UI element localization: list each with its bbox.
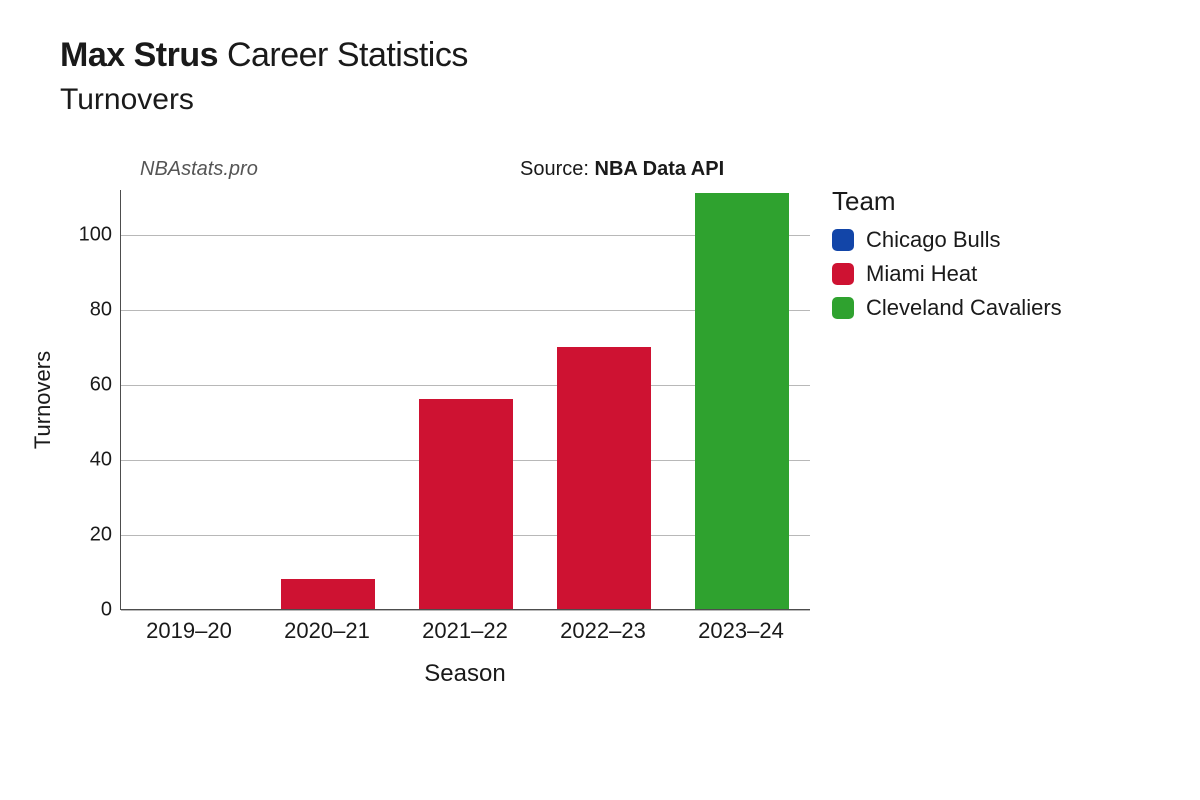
- y-tick-label: 80: [62, 299, 112, 322]
- gridline: [121, 610, 810, 611]
- chart-title: Max Strus Career Statistics: [60, 36, 468, 75]
- x-tick-label: 2019–20: [146, 618, 232, 644]
- legend-swatch: [832, 263, 854, 285]
- chart-subtitle: Turnovers: [60, 83, 468, 117]
- y-tick-label: 40: [62, 449, 112, 472]
- x-tick-label: 2021–22: [422, 618, 508, 644]
- legend-swatch: [832, 297, 854, 319]
- title-suffix: Career Statistics: [227, 36, 468, 74]
- legend-item: Miami Heat: [832, 261, 1062, 287]
- x-axis-labels: 2019–20 2020–21 2021–22 2022–23 2023–24: [120, 618, 810, 648]
- legend-swatch: [832, 229, 854, 251]
- y-axis-title-text: Turnovers: [30, 351, 56, 449]
- bar: [695, 193, 789, 609]
- y-tick-label: 100: [62, 224, 112, 247]
- x-tick-label: 2020–21: [284, 618, 370, 644]
- bar: [557, 347, 651, 610]
- x-tick-label: 2023–24: [698, 618, 784, 644]
- legend-title: Team: [832, 186, 1062, 217]
- y-tick-label: 60: [62, 374, 112, 397]
- x-tick-label: 2022–23: [560, 618, 646, 644]
- y-tick-label: 20: [62, 524, 112, 547]
- watermark: NBAstats.pro: [140, 158, 258, 181]
- chart-page: Max Strus Career Statistics Turnovers NB…: [0, 0, 1200, 800]
- legend-item: Cleveland Cavaliers: [832, 295, 1062, 321]
- y-axis-title: Turnovers: [28, 190, 58, 610]
- source-prefix: Source:: [520, 158, 589, 180]
- y-tick-label: 0: [62, 599, 112, 622]
- title-block: Max Strus Career Statistics Turnovers: [60, 36, 468, 117]
- bar-chart: [120, 190, 810, 610]
- x-axis-title: Season: [120, 660, 810, 688]
- legend: Team Chicago Bulls Miami Heat Cleveland Ca…: [832, 186, 1062, 329]
- source-name: NBA Data API: [595, 158, 725, 180]
- legend-label: Miami Heat: [866, 261, 977, 287]
- bar: [419, 399, 513, 609]
- legend-item: Chicago Bulls: [832, 227, 1062, 253]
- legend-label: Chicago Bulls: [866, 227, 1001, 253]
- player-name: Max Strus: [60, 36, 218, 74]
- source-attribution: Source: NBA Data API: [520, 158, 724, 181]
- legend-label: Cleveland Cavaliers: [866, 295, 1062, 321]
- bar: [281, 579, 375, 609]
